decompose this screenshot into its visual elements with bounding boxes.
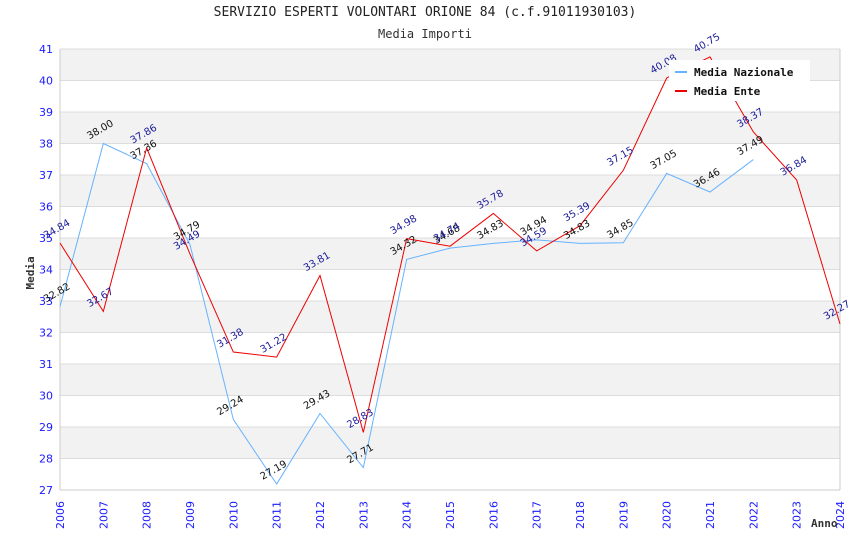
- y-tick-label: 34: [39, 264, 53, 277]
- legend: Media Nazionale Media Ente: [669, 60, 810, 101]
- grid-band: [60, 175, 840, 207]
- y-tick-label: 37: [39, 169, 53, 182]
- y-tick-label: 30: [39, 390, 53, 403]
- grid-band: [60, 301, 840, 333]
- chart-title: SERVIZIO ESPERTI VOLONTARI ORIONE 84 (c.…: [213, 5, 637, 20]
- grid-band: [60, 395, 840, 427]
- gridlines: [59, 48, 841, 491]
- x-tick-label: 2022: [747, 501, 760, 529]
- y-tick-label: 38: [39, 138, 53, 151]
- x-tick-label: 2011: [271, 501, 284, 529]
- grid-band: [60, 269, 840, 301]
- x-tick-label: 2008: [141, 501, 154, 529]
- y-tick-label: 27: [39, 484, 53, 497]
- y-tick-label: 33: [39, 295, 53, 308]
- y-axis-ticks: 27 28 29 30 31 32 33 34 35 36 37 38 39 40 41: [39, 43, 53, 497]
- x-tick-label: 2019: [617, 501, 630, 529]
- x-tick-label: 2020: [661, 501, 674, 529]
- y-tick-label: 35: [39, 232, 53, 245]
- series-line-media-ente: [59, 56, 841, 433]
- grid-band: [60, 427, 840, 459]
- chart-subtitle: Media Importi: [378, 27, 472, 41]
- x-axis-ticks: 2006 2007 2008 2009 2010 2011 2012 2013 2014 2015…: [54, 501, 847, 529]
- x-tick-label: 2014: [401, 501, 414, 529]
- y-axis-label: Media: [24, 256, 37, 289]
- y-tick-label: 31: [39, 358, 53, 371]
- x-tick-label: 2006: [54, 501, 67, 529]
- grid-band: [60, 364, 840, 396]
- grid-band: [60, 458, 840, 490]
- y-tick-label: 28: [39, 453, 53, 466]
- x-tick-label: 2007: [97, 501, 110, 529]
- x-tick-label: 2015: [444, 501, 457, 529]
- legend-label: Media Nazionale: [694, 66, 794, 79]
- x-tick-label: 2017: [531, 501, 544, 529]
- y-tick-label: 32: [39, 327, 53, 340]
- x-tick-label: 2018: [574, 501, 587, 529]
- x-tick-label: 2016: [487, 501, 500, 529]
- y-tick-label: 40: [39, 75, 53, 88]
- x-tick-label: 2012: [314, 501, 327, 529]
- x-axis-label: Anno: [811, 517, 838, 530]
- x-tick-label: 2023: [791, 501, 804, 529]
- y-tick-label: 29: [39, 421, 53, 434]
- grid-band: [60, 112, 840, 144]
- y-tick-label: 41: [39, 43, 53, 56]
- x-tick-label: 2010: [227, 501, 240, 529]
- x-tick-label: 2009: [184, 501, 197, 529]
- legend-box: [669, 60, 810, 101]
- legend-label: Media Ente: [694, 85, 761, 98]
- grid-band: [60, 206, 840, 238]
- grid-band: [60, 332, 840, 364]
- grid-band: [60, 143, 840, 175]
- x-tick-label: 2021: [704, 501, 717, 529]
- x-tick-label: 2013: [357, 501, 370, 529]
- grid-bands: [60, 49, 840, 490]
- x-tick-label: 2024: [834, 501, 847, 529]
- y-tick-label: 36: [39, 201, 53, 214]
- series-lines: [59, 56, 841, 485]
- y-tick-label: 39: [39, 106, 53, 119]
